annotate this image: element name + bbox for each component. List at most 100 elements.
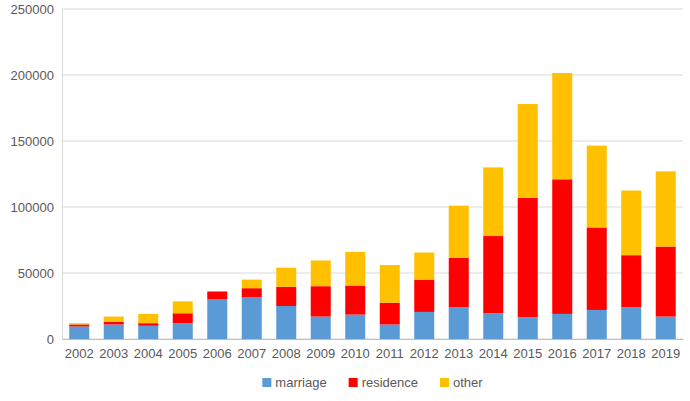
bar-segment (311, 286, 331, 316)
bar-segment (345, 252, 365, 286)
bar-segment (621, 191, 641, 256)
bar-segment (621, 307, 641, 339)
x-tick: 2015 (513, 339, 542, 361)
bar-segment (449, 206, 469, 258)
bar-segment (207, 291, 227, 299)
bar-segment (173, 323, 193, 339)
x-tick: 2005 (168, 339, 197, 361)
y-tick-label: 150000 (11, 134, 54, 149)
legend-swatch (349, 378, 358, 387)
bar-segment (552, 314, 572, 339)
bar-segment (552, 179, 572, 314)
bar-segment (380, 265, 400, 303)
bar-segment (414, 280, 434, 312)
bar-segment (345, 315, 365, 339)
legend-item: other (440, 375, 483, 390)
bar-segment (483, 313, 503, 339)
x-tick-label: 2003 (99, 346, 128, 361)
x-tick: 2016 (548, 339, 577, 361)
x-tick: 2012 (410, 339, 439, 361)
x-tick: 2010 (341, 339, 370, 361)
x-tick: 2018 (617, 339, 646, 361)
y-tick: 150000 (11, 134, 62, 149)
bar-segment (552, 73, 572, 179)
y-axis: 050000100000150000200000250000 (11, 2, 63, 347)
x-tick-label: 2004 (134, 346, 163, 361)
bar-segment (311, 317, 331, 339)
legend-swatch (262, 378, 271, 387)
x-tick: 2006 (203, 339, 232, 361)
x-tick: 2011 (376, 339, 404, 361)
bar-segment (138, 314, 158, 323)
bar-segment (449, 258, 469, 308)
grid-line (62, 141, 683, 142)
legend-label: residence (362, 375, 418, 390)
bar-segment (311, 260, 331, 286)
bar-segment (104, 322, 124, 325)
x-tick-label: 2017 (582, 346, 611, 361)
bar-segment (587, 146, 607, 228)
bar-segment (518, 104, 538, 198)
x-tick: 2009 (306, 339, 335, 361)
bar-segment (276, 306, 296, 339)
x-tick-label: 2016 (548, 346, 577, 361)
x-tick: 2019 (651, 339, 680, 361)
bar-segment (138, 323, 158, 326)
bar-segment (449, 307, 469, 339)
bar-segment (621, 255, 641, 307)
bar-segment (483, 236, 503, 313)
x-tick: 2007 (237, 339, 266, 361)
bar-segment (587, 227, 607, 310)
x-tick: 2004 (134, 339, 163, 361)
chart: 0500001000001500002000002500002002200320… (0, 0, 690, 401)
bar-segment (138, 326, 158, 339)
bar-segment (207, 299, 227, 339)
y-tick: 50000 (18, 266, 62, 281)
y-tick: 0 (47, 332, 62, 347)
bar-segment (414, 312, 434, 339)
x-tick-label: 2014 (479, 346, 508, 361)
x-tick-label: 2012 (410, 346, 439, 361)
y-tick-label: 100000 (11, 200, 54, 215)
bar-segment (518, 198, 538, 317)
y-tick-label: 250000 (11, 2, 54, 17)
x-tick: 2008 (272, 339, 301, 361)
y-tick-label: 50000 (18, 266, 54, 281)
x-tick-label: 2008 (272, 346, 301, 361)
bars (69, 73, 676, 339)
grid-line (62, 9, 683, 10)
x-tick-label: 2002 (65, 346, 94, 361)
legend-item: residence (349, 375, 418, 390)
x-tick-label: 2018 (617, 346, 646, 361)
x-tick: 2014 (479, 339, 508, 361)
legend-label: marriage (275, 375, 326, 390)
bar-segment (380, 324, 400, 339)
y-tick-label: 0 (47, 332, 54, 347)
x-tick: 2002 (65, 339, 94, 361)
bar-segment (104, 317, 124, 322)
legend: marriage residence other (262, 375, 483, 390)
bar-segment (69, 326, 89, 339)
bar-segment (173, 301, 193, 313)
legend-swatch (440, 378, 449, 387)
x-tick-label: 2005 (168, 346, 197, 361)
x-tick-label: 2015 (513, 346, 542, 361)
x-tick: 2017 (582, 339, 611, 361)
x-tick: 2003 (99, 339, 128, 361)
bar-segment (656, 171, 676, 246)
bar-segment (656, 317, 676, 339)
bar-segment (587, 310, 607, 339)
x-axis: 2002 2003 2004 2005 2006 2007 2008 2009 2010 2011… (63, 339, 684, 361)
grid-line (62, 75, 683, 76)
legend-item: marriage (262, 375, 326, 390)
bar-segment (242, 280, 262, 289)
bar-segment (483, 167, 503, 236)
bar-segment (104, 324, 124, 339)
bar-segment (656, 247, 676, 317)
x-tick-label: 2006 (203, 346, 232, 361)
legend-label: other (453, 375, 483, 390)
y-tick: 250000 (11, 2, 62, 17)
bar-segment (242, 297, 262, 339)
x-tick-label: 2019 (651, 346, 680, 361)
bar-segment (414, 253, 434, 280)
